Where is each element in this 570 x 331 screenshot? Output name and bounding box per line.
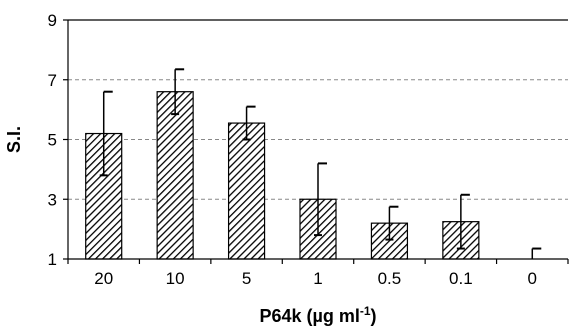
y-tick-label-5: 5 xyxy=(48,131,57,150)
x-tick-label-10: 10 xyxy=(166,269,185,288)
x-axis-title-superscript: -1 xyxy=(360,304,371,318)
x-axis-title-close: ) xyxy=(371,306,377,326)
x-tick-label-0.5: 0.5 xyxy=(378,269,402,288)
bar-10 xyxy=(156,91,194,260)
y-tick-label-3: 3 xyxy=(48,190,57,209)
gridlines xyxy=(68,79,568,200)
y-axis-title: S.I. xyxy=(4,126,24,153)
bar-5 xyxy=(227,122,266,260)
x-tick-label-20: 20 xyxy=(94,269,113,288)
bars xyxy=(85,68,542,260)
tick-labels: 20 10 5 1 0.5 0.1 0 1 3 5 7 9 xyxy=(48,11,537,288)
x-axis-title: P64k (µg ml-1) xyxy=(259,304,376,326)
y-tick-label-9: 9 xyxy=(48,11,57,30)
x-tick-label-0.1: 0.1 xyxy=(449,269,473,288)
x-tick-label-1: 1 xyxy=(313,269,322,288)
x-tick-label-5: 5 xyxy=(242,269,251,288)
y-tick-label-7: 7 xyxy=(48,71,57,90)
y-tick-label-1: 1 xyxy=(48,250,57,269)
x-tick-label-0: 0 xyxy=(528,269,537,288)
x-axis-title-main: P64k (µg ml xyxy=(259,306,359,326)
axes xyxy=(63,19,569,264)
